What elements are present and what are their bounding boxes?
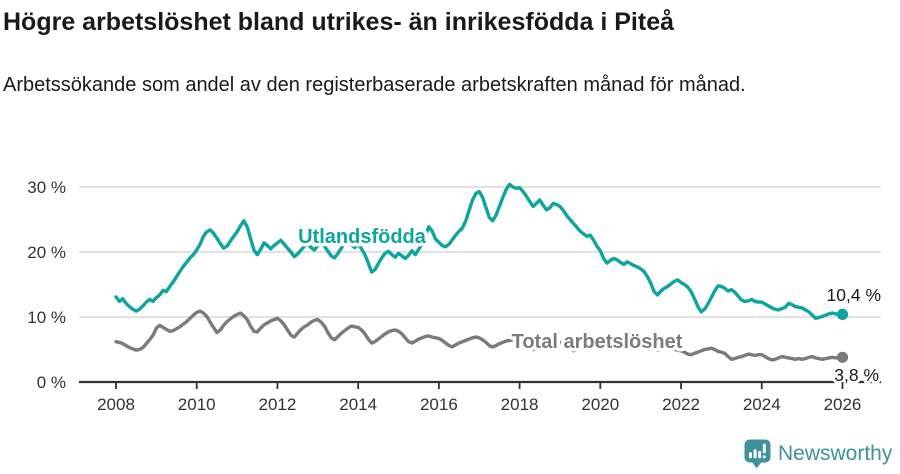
series-line-total-arbetsl-shet	[114, 309, 845, 362]
y-tick-label-30: 30 %	[27, 178, 66, 197]
series-label-total-arbetsl-shet: Total arbetslöshet	[512, 331, 683, 353]
y-tick-label-20: 20 %	[27, 243, 66, 262]
end-value-label-total-arbetsl-shet: 3,8 %	[834, 365, 879, 385]
x-tick-label-2018: 2018	[501, 395, 539, 414]
series-end-dot-utlandsf-dda	[836, 308, 849, 320]
x-tick-label-2012: 2012	[259, 395, 297, 414]
x-tick-label-2014: 2014	[339, 395, 377, 414]
x-tick-label-2008: 2008	[97, 395, 135, 414]
x-tick-label-2010: 2010	[178, 395, 216, 414]
y-tick-label-0: 0 %	[37, 373, 66, 392]
series-line-utlandsf-dda	[114, 182, 845, 320]
chart-subtitle: Arbetssökande som andel av den registerb…	[3, 74, 746, 96]
x-tick-label-2026: 2026	[824, 395, 862, 414]
series-end-dot-total-arbetsl-shet	[836, 351, 849, 363]
newsworthy-logo-icon	[744, 439, 771, 469]
y-tick-label-10: 10 %	[27, 308, 66, 327]
series-label-utlandsf-dda: Utlandsfödda	[298, 226, 427, 248]
x-tick-label-2022: 2022	[662, 395, 700, 414]
x-tick-label-2020: 2020	[581, 395, 619, 414]
newsworthy-branding: Newsworthy	[744, 439, 892, 469]
x-tick-label-2024: 2024	[743, 395, 781, 414]
chart-title: Högre arbetslöshet bland utrikes- än inr…	[3, 8, 674, 36]
x-tick-label-2016: 2016	[420, 395, 458, 414]
end-value-label-utlandsf-dda: 10,4 %	[827, 285, 881, 305]
brand-name: Newsworthy	[778, 442, 893, 465]
